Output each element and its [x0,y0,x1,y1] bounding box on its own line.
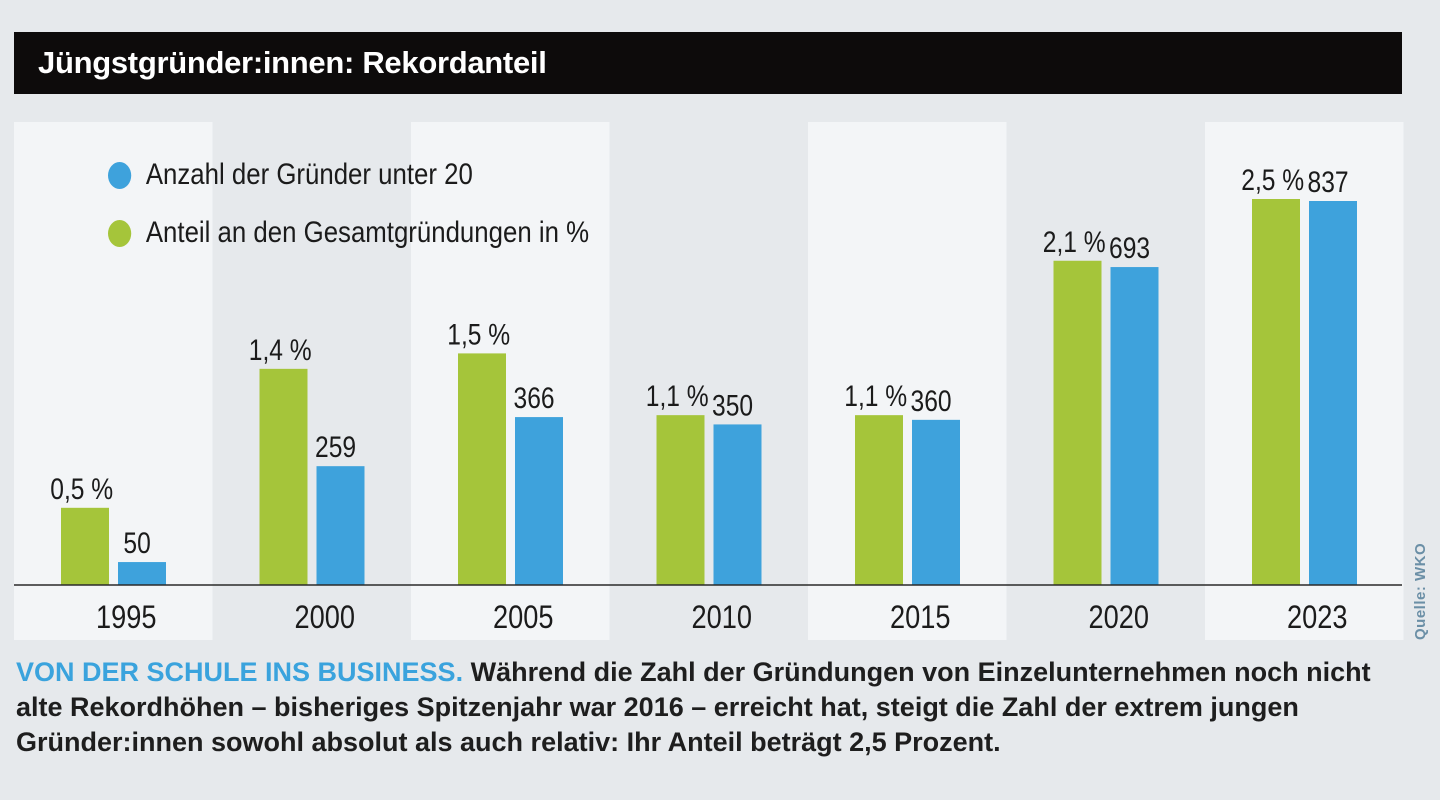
category-panel [14,122,213,640]
bar-count-2010 [713,424,762,585]
x-tick-2010: 2010 [692,600,752,636]
label-count-1995: 50 [123,526,150,560]
label-count-2023: 837 [1308,165,1349,199]
label-count-2020: 693 [1109,231,1150,265]
bar-share-2010 [656,415,705,585]
label-share-1995: 0,5 % [50,471,113,505]
bar-count-2015 [912,419,960,585]
bar-count-2000 [316,466,365,585]
label-count-2015: 360 [911,383,952,417]
label-share-2000: 1,4 % [249,333,312,367]
label-share-2005: 1,5 % [447,317,510,351]
bar-count-2023 [1309,201,1357,585]
bar-count-2005 [515,417,563,585]
label-count-2000: 259 [315,430,356,464]
bar-share-2023 [1252,199,1300,585]
legend-label-count: Anzahl der Gründer unter 20 [145,158,473,191]
bar-share-1995 [61,507,109,585]
category-panel [411,122,610,640]
legend-item-count: Anzahl der Gründer unter 20 [108,146,589,204]
caption: VON DER SCHULE INS BUSINESS. Während die… [16,655,1416,760]
x-tick-2000: 2000 [295,600,355,636]
legend-label-share: Anteil an den Gesamtgründungen in % [145,216,590,249]
x-tick-2023: 2023 [1287,600,1347,636]
bar-share-2020 [1053,260,1102,585]
bar-chart: 0,5 % 50 1995 1,4 % 259 2000 1,5 %366 2005 1,1 %… [14,122,1404,640]
bar-share-2015 [855,415,903,585]
bar-share-2005 [458,353,506,585]
bar-count-1995 [118,562,166,585]
bar-count-2020 [1110,267,1159,585]
x-tick-2015: 2015 [890,600,950,636]
label-share-2020: 2,1 % [1043,224,1106,258]
legend-dot-blue [108,161,132,189]
category-panel [1205,122,1404,640]
chart-title: Jüngstgründer:innen: Rekordanteil [14,32,1402,94]
label-count-2005: 366 [514,381,555,415]
label-share-2010: 1,1 % [646,379,709,413]
source-note: Quelle: WKO [1412,542,1429,640]
label-share-2015: 1,1 % [844,379,907,413]
category-panel [808,122,1007,640]
caption-text: Während die Zahl der Gründungen von Einz… [16,657,1371,757]
legend-item-share: Anteil an den Gesamtgründungen in % [108,204,589,262]
label-share-2023: 2,5 % [1241,163,1304,197]
x-tick-2020: 2020 [1089,600,1149,636]
legend-dot-green [108,219,132,247]
x-tick-2005: 2005 [493,600,553,636]
caption-lead: VON DER SCHULE INS BUSINESS. [16,657,464,687]
legend: Anzahl der Gründer unter 20 Anteil an de… [108,146,667,262]
label-count-2010: 350 [712,388,753,422]
bar-share-2000 [259,368,308,585]
x-tick-1995: 1995 [96,600,156,636]
